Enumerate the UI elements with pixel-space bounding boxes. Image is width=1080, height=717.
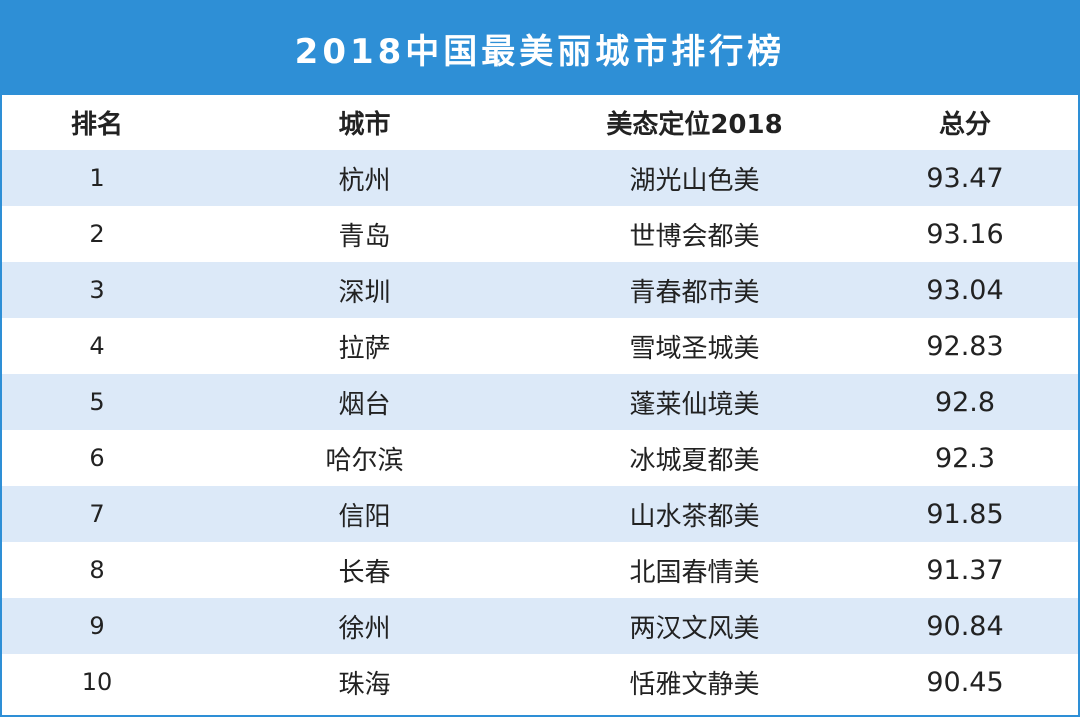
- table-row: 3 深圳 青春都市美 93.04: [2, 262, 1078, 318]
- table-header-row: 排名 城市 美态定位2018 总分: [2, 95, 1078, 150]
- cell-city: 珠海: [338, 669, 391, 700]
- cell-rank: 10: [81, 668, 113, 696]
- table-title: 2018中国最美丽城市排行榜: [2, 2, 1078, 95]
- cell-tag: 冰城夏都美: [629, 445, 760, 476]
- table-row: 9 徐州 两汉文风美 90.84: [2, 598, 1078, 654]
- cell-rank: 9: [89, 612, 105, 640]
- cell-city: 信阳: [338, 501, 391, 532]
- cell-tag: 北国春情美: [629, 557, 760, 588]
- column-header-city: 城市: [338, 110, 391, 140]
- table-body: 1 杭州 湖光山色美 93.47 2 青岛 世博会都美 93.16 3 深圳 青春都市美 93.04 4…: [2, 150, 1078, 710]
- cell-score: 93.16: [926, 218, 1004, 250]
- table-row: 1 杭州 湖光山色美 93.47: [2, 150, 1078, 206]
- table-row: 6 哈尔滨 冰城夏都美 92.3: [2, 430, 1078, 486]
- cell-city: 哈尔滨: [325, 445, 404, 476]
- cell-tag: 恬雅文静美: [629, 669, 760, 700]
- cell-rank: 6: [89, 444, 105, 472]
- cell-tag: 湖光山色美: [629, 165, 760, 196]
- cell-city: 长春: [338, 557, 391, 588]
- cell-tag: 两汉文风美: [629, 613, 760, 644]
- table-row: 8 长春 北国春情美 91.37: [2, 542, 1078, 598]
- cell-city: 烟台: [338, 389, 391, 420]
- cell-rank: 3: [89, 276, 105, 304]
- cell-tag: 山水茶都美: [629, 501, 760, 532]
- cell-city: 深圳: [338, 277, 391, 308]
- cell-score: 90.45: [926, 666, 1004, 698]
- cell-rank: 5: [89, 388, 105, 416]
- cell-score: 91.37: [926, 554, 1004, 586]
- cell-rank: 4: [89, 332, 105, 360]
- cell-score: 93.47: [926, 162, 1004, 194]
- cell-city: 徐州: [338, 613, 391, 644]
- cell-city: 杭州: [338, 165, 391, 196]
- cell-tag: 雪域圣城美: [629, 333, 760, 364]
- cell-tag: 青春都市美: [629, 277, 760, 308]
- cell-rank: 2: [89, 220, 105, 248]
- cell-score: 92.83: [926, 330, 1004, 362]
- column-header-score: 总分: [938, 110, 991, 140]
- cell-score: 92.3: [934, 442, 996, 474]
- cell-score: 92.8: [934, 386, 996, 418]
- cell-tag: 蓬莱仙境美: [629, 389, 760, 420]
- cell-rank: 7: [89, 500, 105, 528]
- cell-score: 91.85: [926, 498, 1004, 530]
- cell-rank: 1: [89, 164, 105, 192]
- table-row: 7 信阳 山水茶都美 91.85: [2, 486, 1078, 542]
- cell-city: 拉萨: [338, 333, 391, 364]
- cell-rank: 8: [89, 556, 105, 584]
- ranking-table: 排名 城市 美态定位2018 总分 1 杭州 湖光山色美 93.47 2 青岛 世博会都美 9…: [2, 95, 1078, 710]
- table-row: 2 青岛 世博会都美 93.16: [2, 206, 1078, 262]
- table-row: 4 拉萨 雪域圣城美 92.83: [2, 318, 1078, 374]
- cell-score: 90.84: [926, 610, 1004, 642]
- table-row: 10 珠海 恬雅文静美 90.45: [2, 654, 1078, 710]
- column-header-rank: 排名: [70, 110, 123, 140]
- column-header-tag: 美态定位2018: [606, 110, 783, 140]
- cell-tag: 世博会都美: [629, 221, 760, 252]
- cell-score: 93.04: [926, 274, 1004, 306]
- cell-city: 青岛: [338, 221, 391, 252]
- table-row: 5 烟台 蓬莱仙境美 92.8: [2, 374, 1078, 430]
